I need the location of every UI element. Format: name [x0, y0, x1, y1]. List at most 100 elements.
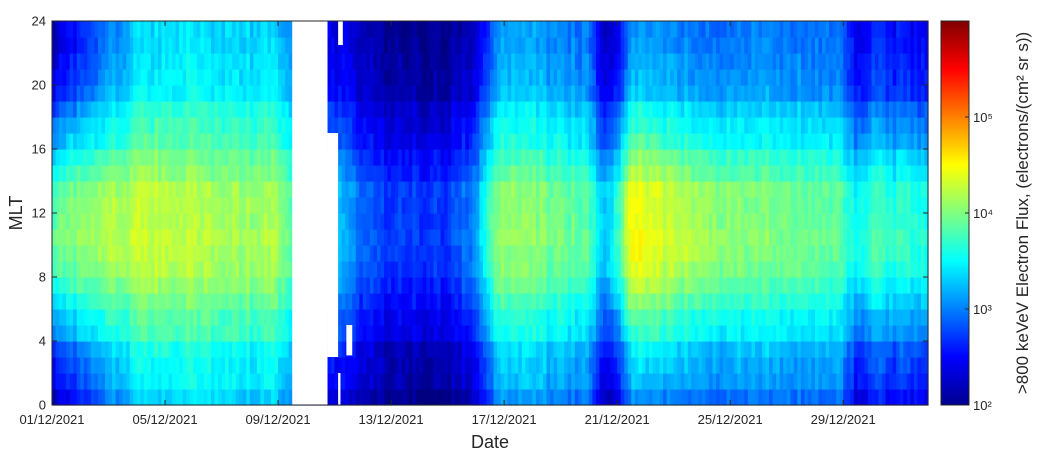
- heatmap-cell: [168, 149, 173, 166]
- heatmap-cell: [253, 133, 258, 150]
- heatmap-cell: [218, 101, 223, 118]
- heatmap-cell: [511, 389, 516, 406]
- heatmap-cell: [733, 325, 738, 342]
- heatmap-cell: [210, 133, 216, 150]
- heatmap-cell: [433, 229, 438, 246]
- heatmap-cell: [758, 149, 763, 166]
- heatmap-cell: [507, 101, 512, 118]
- heatmap-cell: [168, 181, 173, 198]
- heatmap-cell: [186, 53, 191, 70]
- heatmap-cell: [786, 309, 791, 326]
- heatmap-cell: [599, 37, 604, 54]
- heatmap-cell: [588, 293, 594, 310]
- heatmap-cell: [578, 197, 583, 214]
- heatmap-cell: [228, 53, 233, 70]
- heatmap-cell: [620, 261, 625, 278]
- heatmap-cell: [606, 133, 611, 150]
- heatmap-cell: [376, 293, 382, 310]
- heatmap-cell: [412, 213, 417, 230]
- heatmap-cell: [652, 309, 657, 326]
- heatmap-cell: [677, 37, 682, 54]
- heatmap-cell: [52, 357, 57, 374]
- heatmap-cell: [737, 309, 742, 326]
- heatmap-cell: [634, 85, 639, 102]
- heatmap-cell: [521, 325, 526, 342]
- heatmap-cell: [249, 213, 254, 230]
- heatmap-cell: [656, 309, 661, 326]
- heatmap-cell: [359, 197, 364, 214]
- heatmap-cell: [207, 69, 212, 86]
- heatmap-cell: [624, 229, 629, 246]
- heatmap-cell: [288, 325, 293, 342]
- heatmap-cell: [281, 229, 286, 246]
- heatmap-cell: [119, 53, 124, 70]
- heatmap-cell: [507, 309, 512, 326]
- heatmap-cell: [631, 277, 636, 294]
- heatmap-cell: [348, 181, 353, 198]
- heatmap-cell: [659, 229, 664, 246]
- heatmap-cell: [401, 133, 406, 150]
- heatmap-cell: [200, 53, 205, 70]
- heatmap-cell: [355, 197, 360, 214]
- heatmap-cell: [783, 309, 788, 326]
- heatmap-cell: [327, 37, 332, 54]
- heatmap-cell: [260, 229, 265, 246]
- heatmap-cell: [726, 149, 731, 166]
- heatmap-cell: [656, 277, 661, 294]
- heatmap-cell: [613, 389, 618, 406]
- heatmap-cell: [355, 181, 360, 198]
- heatmap-cell: [677, 293, 682, 310]
- heatmap-cell: [472, 357, 477, 374]
- heatmap-cell: [461, 181, 466, 198]
- heatmap-cell: [613, 293, 618, 310]
- heatmap-cell: [193, 37, 198, 54]
- heatmap-cell: [454, 181, 459, 198]
- heatmap-cell: [468, 261, 473, 278]
- heatmap-cell: [592, 117, 597, 134]
- heatmap-cell: [744, 229, 749, 246]
- heatmap-cell: [369, 277, 375, 294]
- heatmap-cell: [585, 277, 590, 294]
- heatmap-cell: [249, 357, 254, 374]
- heatmap-cell: [709, 245, 714, 262]
- heatmap-cell: [666, 133, 671, 150]
- heatmap-cell: [599, 389, 604, 406]
- heatmap-cell: [606, 293, 611, 310]
- heatmap-cell: [334, 117, 339, 134]
- heatmap-cell: [761, 341, 767, 358]
- heatmap-cell: [751, 229, 756, 246]
- heatmap-cell: [239, 21, 244, 38]
- heatmap-cell: [260, 341, 265, 358]
- heatmap-cell: [610, 357, 615, 374]
- heatmap-cell: [133, 309, 138, 326]
- heatmap-cell: [472, 309, 477, 326]
- heatmap-cell: [627, 85, 632, 102]
- heatmap-cell: [500, 37, 505, 54]
- heatmap-cell: [249, 117, 254, 134]
- heatmap-cell: [525, 117, 530, 134]
- heatmap-cell: [588, 341, 594, 358]
- heatmap-cell: [62, 229, 67, 246]
- heatmap-cell: [422, 213, 428, 230]
- heatmap-cell: [701, 37, 707, 54]
- heatmap-cell: [249, 341, 254, 358]
- heatmap-cell: [437, 149, 442, 166]
- heatmap-cell: [772, 69, 777, 86]
- heatmap-cell: [203, 277, 209, 294]
- heatmap-cell: [278, 213, 283, 230]
- heatmap-cell: [387, 165, 392, 182]
- heatmap-cell: [514, 213, 519, 230]
- heatmap-cell: [355, 69, 360, 86]
- heatmap-cell: [239, 149, 244, 166]
- heatmap-cell: [112, 149, 117, 166]
- heatmap-cell: [59, 133, 64, 150]
- heatmap-cell: [140, 21, 145, 38]
- heatmap-cell: [493, 341, 498, 358]
- heatmap-cell: [108, 389, 113, 406]
- heatmap-cell: [391, 245, 396, 262]
- heatmap-cell: [193, 245, 198, 262]
- heatmap-cell: [200, 21, 205, 38]
- heatmap-cell: [55, 309, 60, 326]
- heatmap-cell: [210, 213, 216, 230]
- heatmap-cell: [263, 229, 269, 246]
